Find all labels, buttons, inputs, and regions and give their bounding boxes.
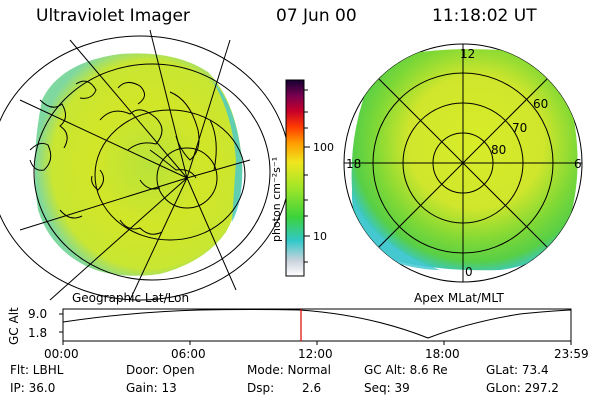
alt-xtick-2359: 23:59 bbox=[554, 347, 589, 361]
geographic-map bbox=[0, 29, 291, 301]
mlt-label-18: 18 bbox=[346, 157, 361, 171]
apex-map: 12 18 6 0 60 70 80 bbox=[343, 43, 583, 283]
coastlines bbox=[29, 80, 217, 235]
alt-xtick-1800: 18:00 bbox=[425, 347, 460, 361]
alt-ytick-1-8: 1.8 bbox=[28, 326, 47, 340]
info-glat: GLat: 73.4 bbox=[486, 363, 549, 377]
altitude-curve bbox=[62, 309, 572, 339]
mlat-label-70: 70 bbox=[512, 121, 527, 135]
geo-panel-label: Geographic Lat/Lon bbox=[72, 291, 190, 305]
alt-xtick-1200: 12:00 bbox=[298, 347, 333, 361]
info-glon: GLon: 297.2 bbox=[486, 381, 559, 395]
alt-ylabel: GC Alt bbox=[7, 307, 21, 345]
mlat-label-80: 80 bbox=[491, 143, 506, 157]
colorbar-tick-100: 100 bbox=[313, 141, 334, 154]
header-date: 07 Jun 00 bbox=[276, 6, 357, 26]
alt-ytick-9: 9.0 bbox=[28, 307, 47, 321]
mlt-label-12: 12 bbox=[460, 47, 475, 61]
info-door: Door: Open bbox=[126, 363, 195, 377]
colorbar-unit-label: photon cm⁻²s⁻¹ bbox=[270, 157, 283, 242]
apex-panel-label: Apex MLat/MLT bbox=[414, 291, 504, 305]
lat-lon-grid bbox=[0, 29, 291, 301]
geo-emission-image bbox=[34, 53, 243, 276]
mlt-label-0: 0 bbox=[465, 265, 473, 279]
info-dsp-value: 2.6 bbox=[302, 381, 322, 395]
mlt-label-6: 6 bbox=[574, 157, 582, 171]
info-gc-alt: GC Alt: 8.6 Re bbox=[364, 363, 448, 377]
altitude-plot: 9.0 1.8 GC Alt 00:00 06:00 12:00 18:00 2… bbox=[7, 307, 589, 361]
info-gain: Gain: 13 bbox=[126, 381, 177, 395]
colorbar-tick-10: 10 bbox=[313, 230, 327, 243]
info-seq: Seq: 39 bbox=[364, 381, 410, 395]
app-title: Ultraviolet Imager bbox=[36, 6, 190, 26]
info-ip: IP: 36.0 bbox=[10, 381, 56, 395]
mlat-grid bbox=[344, 44, 582, 282]
header-time: 11:18:02 UT bbox=[432, 6, 537, 26]
info-dsp-label: Dsp: bbox=[247, 381, 275, 395]
alt-xtick-0600: 06:00 bbox=[171, 347, 206, 361]
alt-xtick-0000: 00:00 bbox=[44, 347, 79, 361]
color-bar: 100 10 photon cm⁻²s⁻¹ bbox=[270, 79, 334, 277]
info-flt: Flt: LBHL bbox=[10, 363, 64, 377]
mlat-label-60: 60 bbox=[533, 97, 548, 111]
info-mode: Mode: Normal bbox=[247, 363, 331, 377]
